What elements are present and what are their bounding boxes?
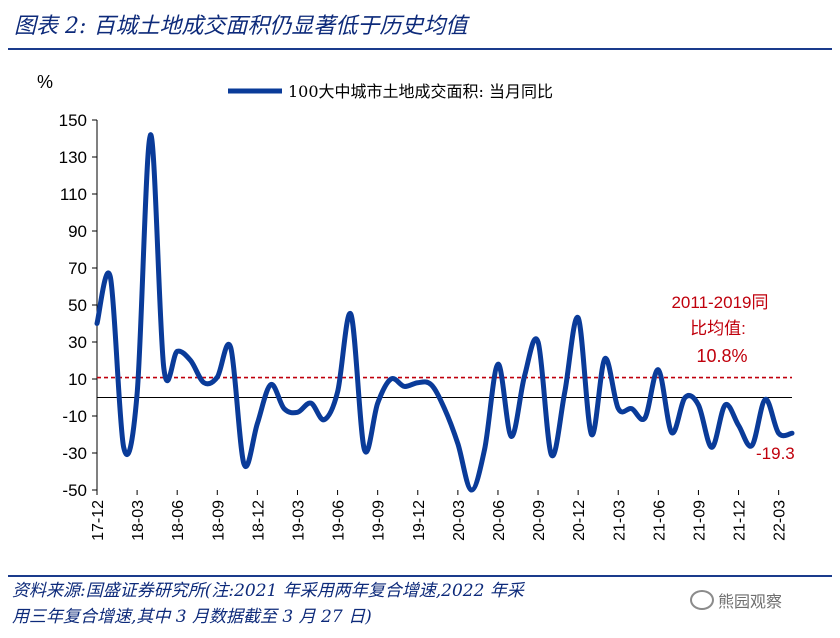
mean-annotation-line-2: 比均值: (690, 319, 746, 338)
wechat-icon (690, 590, 714, 610)
y-tick-label: 50 (68, 296, 87, 315)
y-tick-label: 10 (68, 370, 87, 389)
x-tick-label: 18-09 (210, 500, 227, 541)
x-tick-label: 21-12 (732, 500, 749, 541)
top-rule (8, 48, 832, 50)
y-tick-label: -50 (62, 481, 87, 500)
source-note-line-2: 用三年复合增速,其中 3 月数据截至 3 月 27 日) (12, 607, 372, 627)
y-tick-label: 130 (59, 148, 87, 167)
latest-value-label: -19.3 (756, 444, 795, 463)
x-tick-label: 19-03 (290, 500, 307, 541)
watermark: 熊园观察 (690, 588, 782, 612)
x-tick-label: 17-12 (90, 500, 107, 541)
x-tick-label: 22-03 (772, 500, 789, 541)
x-tick-label: 20-09 (531, 500, 548, 541)
y-tick-label: 70 (68, 259, 87, 278)
x-tick-label: 19-06 (331, 500, 348, 541)
source-note: 资料来源:国盛证券研究所(注:2021 年采用两年复合增速,2022 年采 用三… (12, 578, 772, 630)
x-tick-label: 21-03 (611, 500, 628, 541)
x-tick-label: 19-09 (371, 500, 388, 541)
y-tick-label: 30 (68, 333, 87, 352)
watermark-text: 熊园观察 (718, 592, 783, 611)
chart-marks (94, 132, 795, 493)
x-tick-label: 18-12 (250, 500, 267, 541)
figure-header: 图表 2: 百城土地成交面积仍显著低于历史均值 (0, 0, 840, 50)
line-chart: 150 130 110 90 70 50 30 10 -10 -30 -50% 17-12 18-03 1… (37, 72, 795, 541)
figure-title: 图表 2: 百城土地成交面积仍显著低于历史均值 (14, 14, 468, 39)
x-tick-label: 21-06 (651, 500, 668, 541)
x-tick-label: 19-12 (411, 500, 428, 541)
y-tick-label: -10 (62, 407, 87, 426)
x-tick-label: 20-06 (491, 500, 508, 541)
series-line-land-area-yoy (94, 132, 795, 493)
x-tick-label: 21-09 (691, 500, 708, 541)
chart-axes: 150 130 110 90 70 50 30 10 -10 -30 -50% 17-12 18-03 1… (37, 72, 792, 541)
y-axis-unit: % (37, 72, 53, 92)
y-tick-label: 150 (59, 111, 87, 130)
x-tick-label: 18-06 (170, 500, 187, 541)
source-note-line-1: 资料来源:国盛证券研究所(注:2021 年采用两年复合增速,2022 年采 (12, 581, 524, 601)
y-tick-label: 90 (68, 222, 87, 241)
x-tick-label: 20-12 (571, 500, 588, 541)
x-tick-label: 18-03 (130, 500, 147, 541)
mean-annotation-value: 10.8% (696, 346, 747, 366)
mean-annotation-line-1: 2011-2019同 (671, 293, 768, 312)
y-tick-label: -30 (62, 444, 87, 463)
x-tick-label: 20-03 (451, 500, 468, 541)
legend-label: 100大中城市土地成交面积: 当月同比 (288, 82, 553, 101)
y-tick-label: 110 (60, 185, 87, 204)
bottom-rule (8, 575, 832, 577)
